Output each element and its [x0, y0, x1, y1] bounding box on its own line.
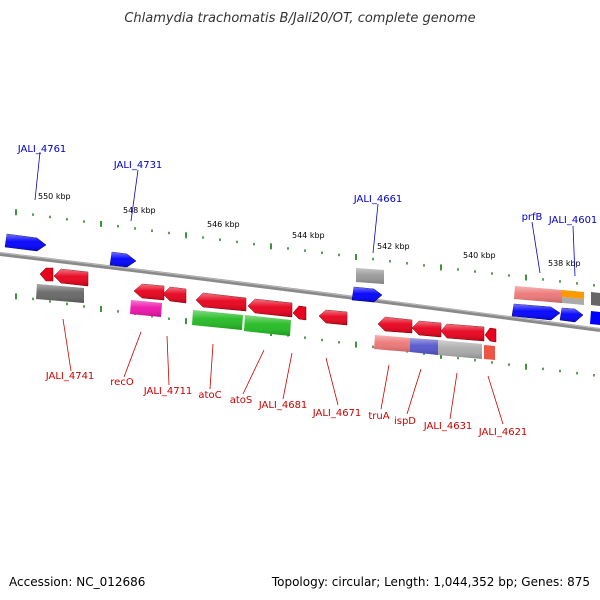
kbp-label: 548 kbp [123, 206, 156, 215]
gene-feature[interactable] [438, 340, 482, 359]
gene-label[interactable]: JALI_4711 [143, 386, 193, 397]
gene-feature[interactable] [590, 311, 600, 325]
kbp-label: 550 kbp [38, 192, 71, 201]
gene-feature[interactable] [351, 286, 383, 303]
gene-feature[interactable] [109, 251, 137, 268]
gene-label[interactable]: atoC [198, 390, 221, 401]
gene-feature[interactable] [484, 327, 497, 343]
gene-label[interactable]: JALI_4681 [258, 400, 308, 411]
kbp-label: 540 kbp [463, 251, 496, 260]
gene-feature[interactable] [440, 323, 485, 342]
map-title: Chlamydia trachomatis B/Jali20/OT, compl… [124, 11, 475, 26]
forward-strand-features [4, 233, 600, 325]
gene-feature[interactable] [559, 307, 584, 323]
gene-label[interactable]: JALI_4761 [17, 144, 67, 155]
gene-feature[interactable] [36, 284, 84, 303]
gene-feature[interactable] [247, 298, 293, 318]
gene-label[interactable]: JALI_4731 [113, 160, 163, 171]
gene-feature[interactable] [318, 309, 348, 326]
gene-feature[interactable] [162, 286, 187, 304]
genome-backbone [0, 252, 600, 332]
gene-feature[interactable] [562, 290, 584, 305]
gene-feature[interactable] [133, 283, 165, 301]
gene-label[interactable]: atoS [230, 395, 253, 406]
kbp-label: 544 kbp [292, 231, 325, 240]
gene-feature[interactable] [411, 320, 442, 338]
gene-feature[interactable] [53, 268, 89, 287]
kbp-label: 542 kbp [377, 242, 410, 251]
gene-feature[interactable] [244, 315, 291, 336]
outer-scale-ticks [15, 209, 595, 287]
callout-lines [34, 151, 576, 425]
gene-feature[interactable] [195, 292, 247, 312]
gene-label[interactable]: JALI_4601 [548, 215, 598, 226]
gene-label[interactable]: recO [110, 377, 134, 388]
gene-label[interactable]: JALI_4621 [478, 427, 528, 438]
kbp-label: 546 kbp [207, 220, 240, 229]
gene-label[interactable]: JALI_4671 [312, 408, 362, 419]
kbp-label: 538 kbp [548, 259, 581, 268]
gene-feature[interactable] [374, 335, 410, 352]
gene-feature[interactable] [511, 303, 561, 321]
genome-backbone-highlight [0, 252, 600, 330]
gene-feature[interactable] [39, 267, 54, 282]
gene-feature[interactable] [130, 300, 162, 317]
gene-label[interactable]: JALI_4661 [353, 194, 403, 205]
gene-feature[interactable] [514, 286, 562, 303]
topology-text: Topology: circular; Length: 1,044,352 bp… [271, 575, 590, 589]
gene-label[interactable]: JALI_4741 [45, 371, 95, 382]
gene-feature[interactable] [292, 305, 307, 321]
gene-label[interactable]: truA [368, 411, 389, 422]
accession-text: Accession: NC_012686 [9, 575, 145, 589]
gene-feature[interactable] [377, 316, 413, 334]
gene-feature[interactable] [192, 310, 243, 330]
gene-feature[interactable] [591, 292, 600, 306]
gene-feature[interactable] [356, 268, 384, 284]
gene-feature[interactable] [4, 233, 47, 252]
inner-scale-ticks [15, 293, 595, 377]
gene-label[interactable]: JALI_4631 [423, 421, 473, 432]
gene-feature[interactable] [484, 345, 495, 360]
gene-label[interactable]: prfB [522, 212, 543, 223]
gene-label[interactable]: ispD [394, 416, 416, 427]
gene-feature[interactable] [410, 338, 438, 355]
reverse-strand-features [36, 267, 497, 360]
